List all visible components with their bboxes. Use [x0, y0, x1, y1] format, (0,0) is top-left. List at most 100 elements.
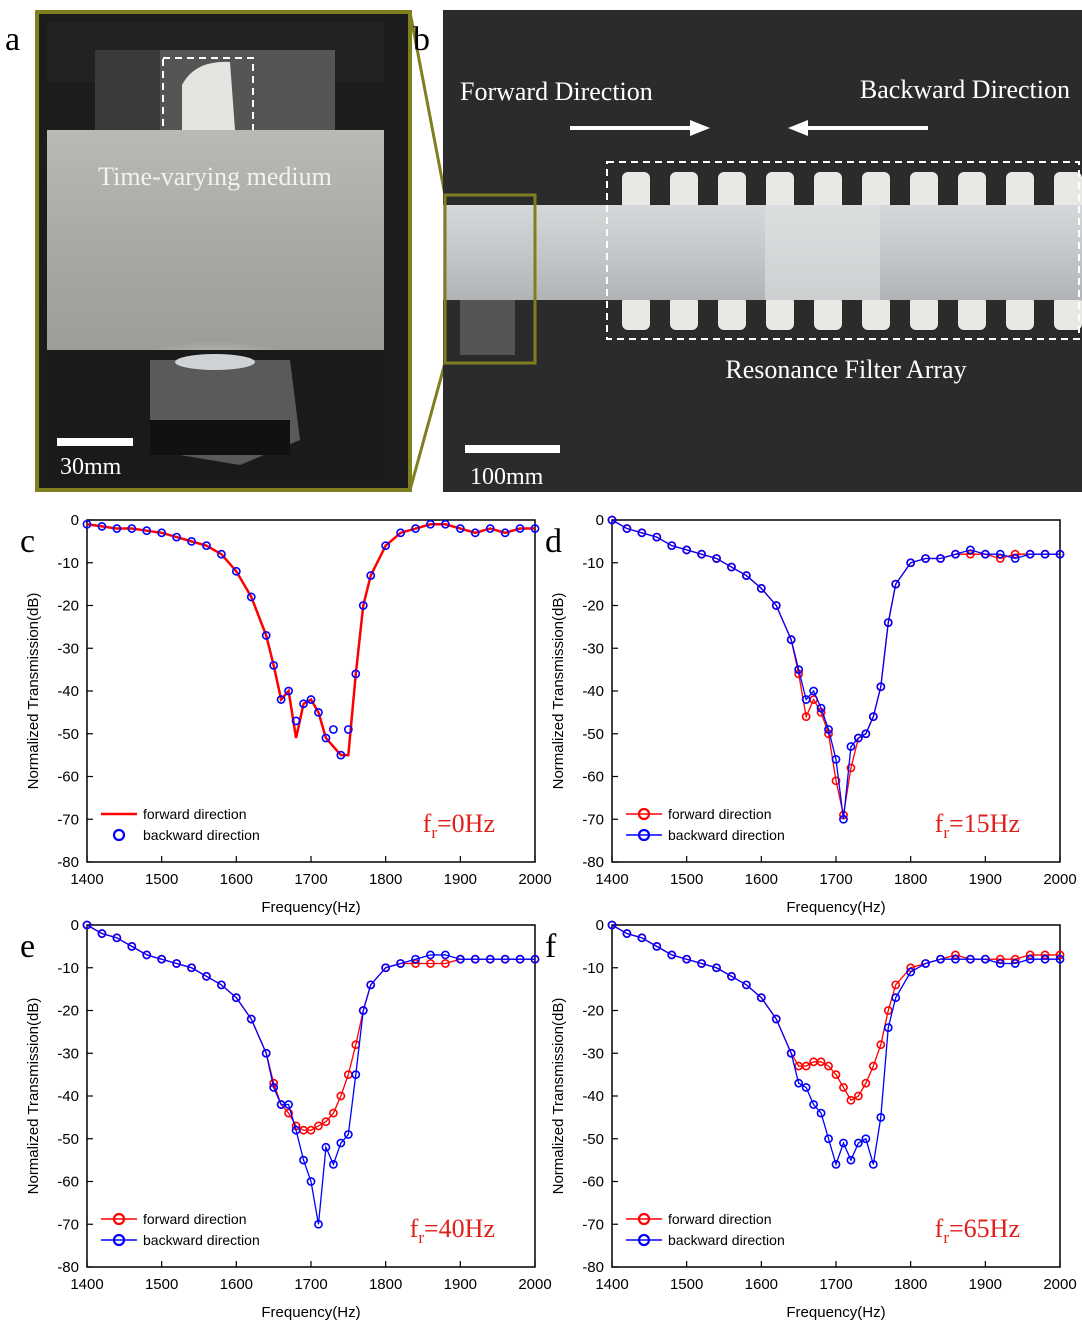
marker	[786, 1048, 796, 1058]
y-tick-label: -60	[582, 769, 604, 786]
marker	[321, 1117, 331, 1127]
marker	[801, 695, 811, 704]
marker	[883, 1023, 893, 1032]
panel-label: f	[545, 928, 557, 965]
marker	[216, 980, 226, 990]
annotation-part: r	[431, 823, 437, 842]
caption: Backward Direction	[860, 75, 1070, 104]
caption: Resonance Filter Array	[725, 355, 966, 384]
y-tick-label: -10	[582, 960, 604, 977]
y-tick-label: -30	[582, 640, 604, 657]
peg	[814, 172, 842, 212]
y-tick-label: -70	[57, 811, 79, 828]
legend-marker	[112, 1233, 126, 1247]
panel-label: c	[20, 523, 35, 560]
annotation-part: f	[410, 1214, 419, 1243]
x-tick-label: 1900	[969, 871, 1002, 888]
marker	[306, 1177, 316, 1186]
annotation: fr=15Hz	[935, 809, 1020, 842]
y-tick-label: -50	[57, 726, 79, 743]
x-tick-label: 1700	[294, 871, 327, 888]
marker	[299, 699, 308, 709]
marker	[485, 524, 495, 533]
marker	[906, 967, 916, 977]
marker	[868, 1160, 878, 1169]
marker	[187, 536, 196, 546]
marker	[358, 1006, 368, 1015]
photo-a	[35, 10, 412, 492]
series-line	[611, 519, 1060, 820]
x-tick-label: 1800	[369, 871, 402, 888]
marker	[809, 1100, 818, 1109]
x-tick-label: 1500	[670, 1276, 703, 1293]
series-line	[611, 519, 1060, 816]
x-axis-label: Frequency(Hz)	[786, 1304, 885, 1321]
annotation-part: f	[935, 809, 944, 838]
x-tick-label: 1900	[444, 1276, 477, 1293]
annotation-part: f	[935, 1214, 944, 1243]
x-tick-label: 1400	[70, 871, 103, 888]
y-tick-label: -40	[582, 1088, 604, 1105]
panel-label: b	[413, 21, 430, 58]
marker	[284, 686, 293, 696]
marker	[1055, 549, 1065, 559]
marker	[127, 524, 137, 533]
marker	[299, 1155, 308, 1165]
marker	[839, 1138, 848, 1148]
photo-a-text: a Time-varying medium 30mm	[5, 21, 332, 480]
y-tick-label: 0	[71, 512, 79, 529]
marker	[426, 950, 435, 960]
marker	[284, 1100, 293, 1109]
y-tick-label: -20	[582, 1003, 604, 1020]
marker	[794, 1078, 804, 1088]
marker	[816, 1057, 826, 1067]
marker	[883, 618, 893, 627]
peg	[1006, 172, 1034, 212]
marker	[831, 776, 841, 786]
marker	[381, 963, 391, 973]
x-tick-label: 2000	[518, 1276, 551, 1293]
marker	[1040, 950, 1050, 960]
marker	[622, 524, 632, 533]
series-line	[86, 924, 535, 1131]
x-tick-label: 1900	[969, 1276, 1002, 1293]
marker	[831, 1160, 841, 1169]
marker	[269, 1083, 279, 1092]
marker	[966, 545, 975, 555]
marker	[712, 963, 721, 973]
marker	[455, 954, 465, 964]
marker	[276, 695, 286, 704]
marker	[314, 1121, 323, 1131]
y-tick-label: -40	[57, 1088, 79, 1105]
x-tick-label: 2000	[1043, 1276, 1076, 1293]
legend-marker	[637, 828, 651, 842]
peg	[670, 296, 698, 330]
y-tick-label: -60	[582, 1174, 604, 1191]
y-tick-label: -50	[57, 1131, 79, 1148]
marker	[824, 1134, 833, 1144]
marker	[1055, 954, 1065, 964]
marker	[667, 950, 677, 960]
legend-marker	[112, 1212, 126, 1226]
x-tick-label: 1600	[745, 871, 778, 888]
marker	[839, 814, 848, 824]
marker	[306, 1125, 316, 1135]
marker	[756, 993, 766, 1003]
x-axis-label: Frequency(Hz)	[261, 899, 360, 916]
legend-label: forward direction	[143, 806, 247, 822]
marker	[284, 1108, 293, 1118]
marker	[697, 549, 706, 559]
legend-label: forward direction	[668, 806, 772, 822]
marker	[1025, 954, 1035, 964]
marker	[995, 549, 1005, 559]
peg	[814, 296, 842, 330]
marker	[682, 954, 692, 964]
annotation-part: r	[418, 1228, 424, 1247]
marker	[306, 695, 316, 704]
marker	[314, 1219, 323, 1229]
marker	[906, 558, 916, 568]
marker	[202, 971, 211, 981]
marker	[839, 1083, 848, 1092]
y-tick-label: -10	[582, 555, 604, 572]
annotation-part: r	[943, 1228, 949, 1247]
